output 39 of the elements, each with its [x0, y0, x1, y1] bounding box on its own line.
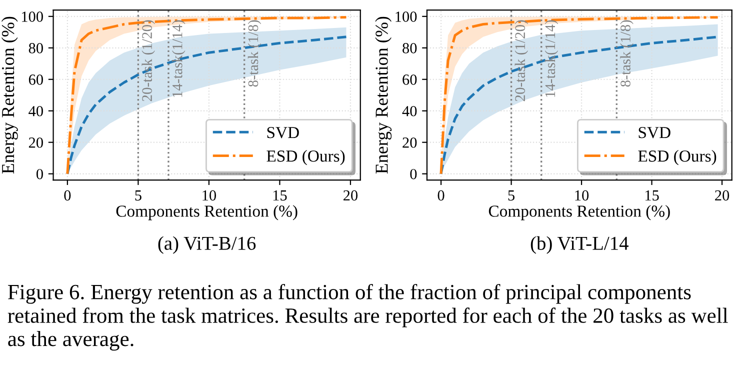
y-tick-label: 40 [402, 106, 417, 116]
y-tick-label: 20 [28, 137, 43, 148]
x-axis-title: Components Retention (%) [488, 205, 670, 220]
text: (b) ViT-L/14 [530, 236, 629, 254]
x-tick-label: 0 [64, 190, 71, 201]
y-tick-label: 80 [402, 43, 417, 54]
x-tick-label: 10 [575, 190, 589, 201]
legend-label: ESD (Ours) [638, 150, 716, 166]
ref-line-label: 8-task (1/8) [248, 20, 262, 87]
ref-line-label: 8-task (1/8) [620, 20, 634, 87]
x-tick-label: 20 [344, 190, 358, 201]
x-tick-label: 20 [715, 190, 730, 201]
y-tick-label: 40 [28, 106, 43, 116]
y-tick-label: 100 [396, 12, 417, 22]
x-tick-label: 0 [438, 190, 444, 201]
y-axis-title: Energy Retention (%) [1, 16, 18, 174]
x-tick-label: 15 [645, 190, 659, 201]
y-tick-label: 80 [28, 43, 43, 54]
ref-line-label: 14-task(1/14) [172, 20, 186, 97]
legend-label: ESD (Ours) [266, 150, 345, 166]
y-tick-label: 0 [410, 168, 417, 180]
x-tick-label: 15 [273, 190, 287, 201]
y-tick-label: 0 [36, 168, 43, 180]
x-tick-label: 10 [202, 190, 216, 201]
x-tick-label: 5 [508, 190, 514, 201]
y-tick-label: 60 [402, 74, 417, 85]
x-axis-title: Components Retention (%) [116, 205, 298, 220]
y-tick-label: 20 [402, 137, 417, 148]
caption: Figure 6. Energy retention as a function of the fraction of principal components retained from the task matrices. Results are reported for each of the 20 tasks as well as the average. [8, 284, 728, 351]
ref-line-label: 14-task(1/14) [544, 20, 558, 97]
legend-label: SVD [638, 126, 670, 138]
text: (a) ViT-B/16 [158, 236, 256, 254]
ref-line-label: 20-task (1/20) [514, 20, 528, 102]
y-tick-label: 60 [28, 74, 43, 85]
y-tick-label: 100 [22, 12, 43, 22]
ref-line-label: 20-task (1/20) [142, 20, 155, 102]
y-axis-title: Energy Retention (%) [375, 16, 392, 174]
x-tick-label: 5 [135, 190, 142, 201]
legend-label: SVD [267, 126, 299, 138]
